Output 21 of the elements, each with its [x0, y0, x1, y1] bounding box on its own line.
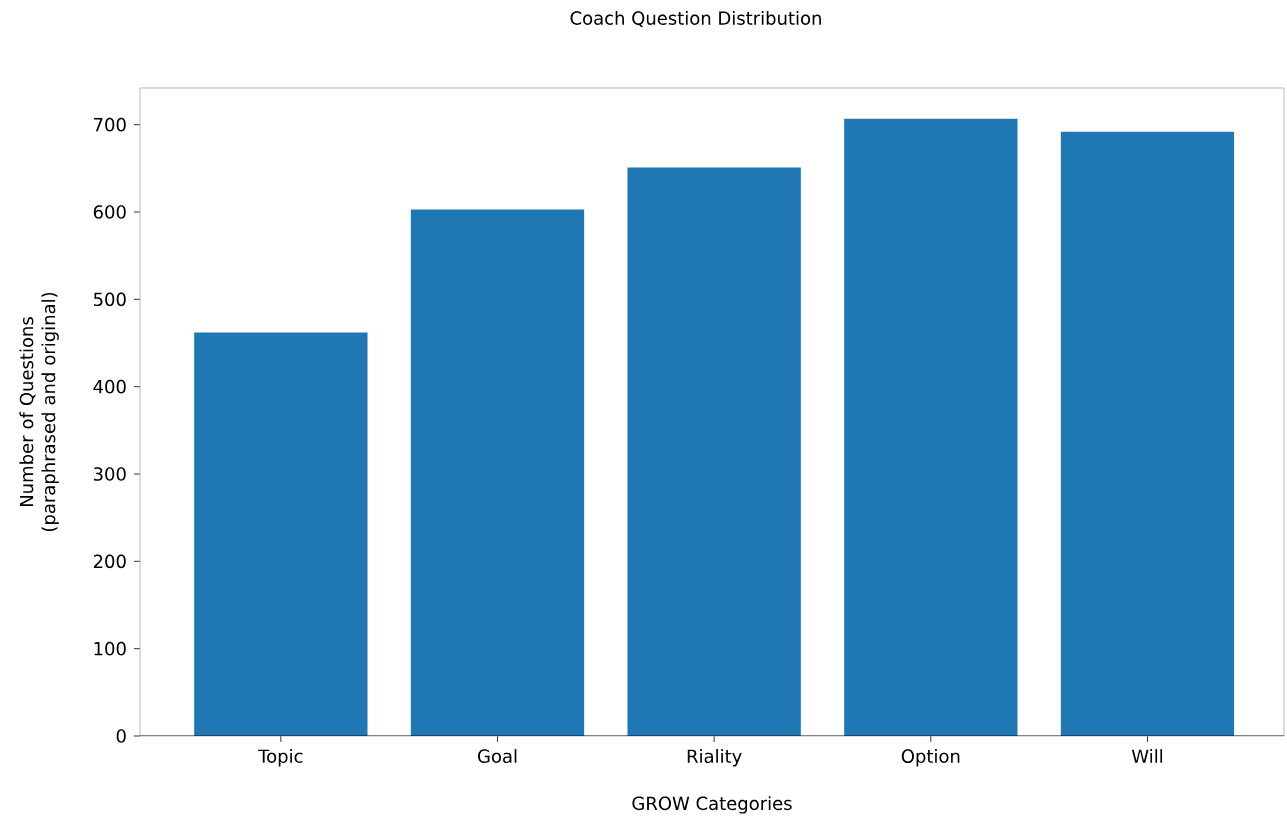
chart-title: Coach Question Distribution: [570, 10, 821, 27]
y-tick-label: 200: [93, 554, 126, 568]
bar: [410, 209, 585, 736]
y-tick-label: 700: [94, 117, 126, 132]
x-tick-label: Goal: [478, 748, 517, 763]
bar: [194, 332, 368, 736]
y-tick-label: 500: [93, 292, 126, 306]
y-tick-label: 0: [116, 729, 126, 743]
y-axis-title: Number of Questions (paraphrased and original): [19, 292, 59, 531]
bar: [627, 167, 801, 736]
bar: [1060, 131, 1235, 736]
x-tick-label: Will: [1131, 748, 1163, 763]
x-tick-label: Topic: [258, 748, 303, 767]
y-tick-label: 400: [93, 379, 126, 394]
x-tick-label: Option: [901, 748, 960, 767]
x-tick-label: Riality: [687, 748, 742, 767]
y-tick-label: 300: [93, 467, 126, 481]
y-tick-label: 100: [94, 641, 126, 656]
bar: [844, 118, 1018, 736]
y-tick-label: 600: [93, 205, 126, 219]
x-axis-title: GROW Categories: [632, 796, 792, 814]
